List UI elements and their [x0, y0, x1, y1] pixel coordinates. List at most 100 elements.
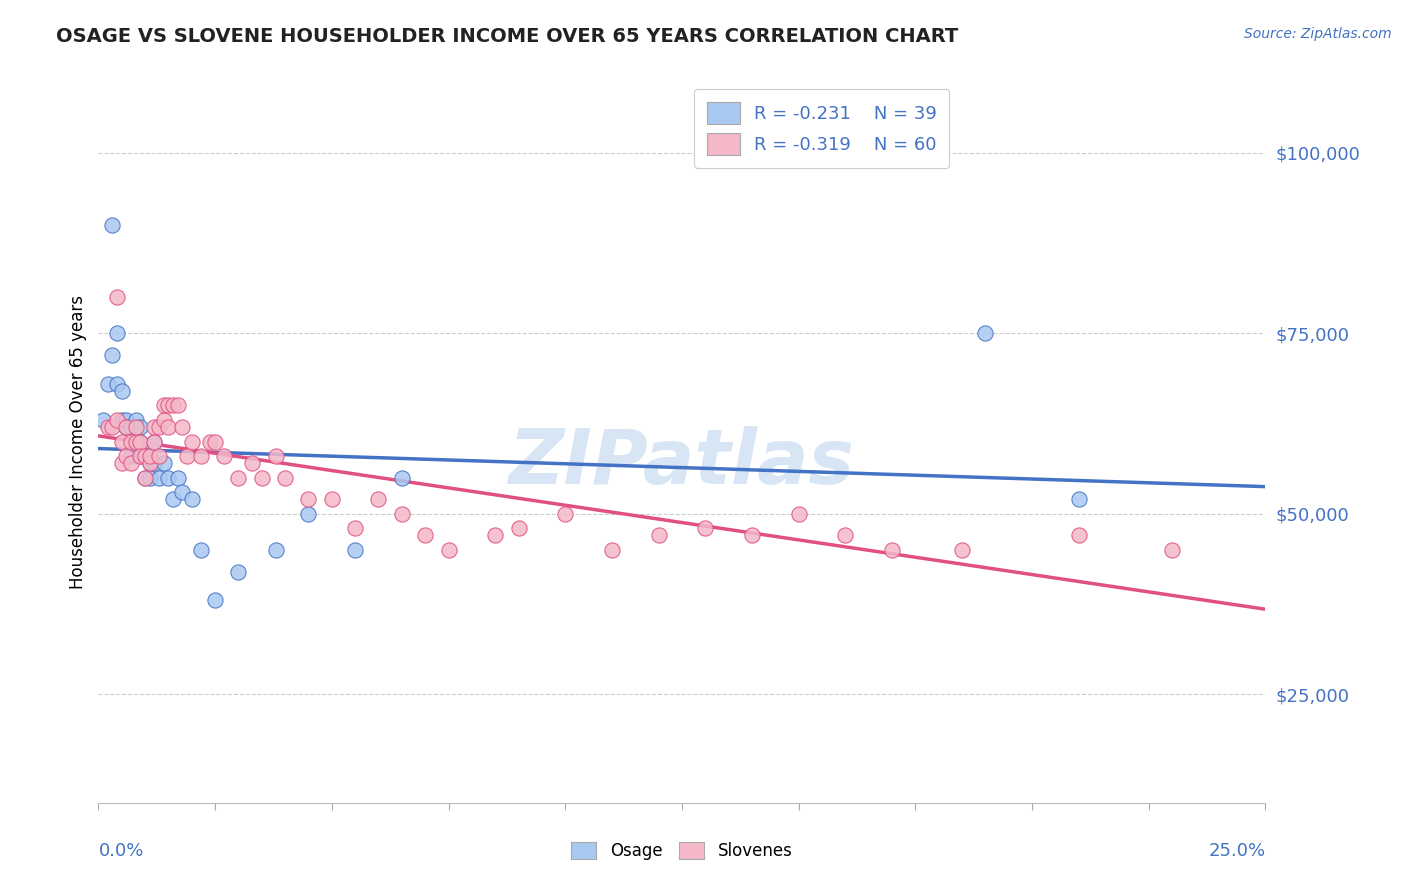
- Point: [190, 542, 212, 557]
- Point: [111, 456, 134, 470]
- Point: [97, 420, 120, 434]
- Point: [367, 492, 389, 507]
- Point: [166, 398, 188, 412]
- Point: [834, 528, 856, 542]
- Point: [129, 449, 152, 463]
- Point: [647, 528, 669, 542]
- Point: [204, 434, 226, 449]
- Point: [148, 470, 170, 484]
- Point: [125, 434, 148, 449]
- Point: [344, 542, 367, 557]
- Point: [180, 434, 202, 449]
- Point: [152, 398, 174, 412]
- Point: [974, 326, 997, 340]
- Point: [134, 470, 156, 484]
- Point: [787, 507, 810, 521]
- Point: [129, 434, 152, 449]
- Point: [101, 348, 124, 362]
- Point: [157, 398, 180, 412]
- Point: [111, 434, 134, 449]
- Point: [264, 542, 287, 557]
- Point: [695, 521, 717, 535]
- Point: [437, 542, 460, 557]
- Point: [152, 413, 174, 427]
- Legend: Osage, Slovenes: Osage, Slovenes: [565, 835, 799, 867]
- Point: [1161, 542, 1184, 557]
- Point: [139, 470, 162, 484]
- Point: [242, 456, 264, 470]
- Point: [1067, 492, 1090, 507]
- Point: [115, 420, 138, 434]
- Point: [148, 420, 170, 434]
- Point: [139, 449, 162, 463]
- Point: [214, 449, 236, 463]
- Point: [297, 492, 319, 507]
- Point: [274, 470, 297, 484]
- Point: [139, 456, 162, 470]
- Point: [157, 470, 180, 484]
- Point: [162, 398, 184, 412]
- Point: [413, 528, 436, 542]
- Point: [950, 542, 973, 557]
- Point: [120, 456, 142, 470]
- Point: [148, 449, 170, 463]
- Point: [105, 376, 128, 391]
- Point: [120, 434, 142, 449]
- Point: [105, 326, 128, 340]
- Point: [143, 434, 166, 449]
- Point: [250, 470, 273, 484]
- Text: 25.0%: 25.0%: [1208, 842, 1265, 860]
- Text: OSAGE VS SLOVENE HOUSEHOLDER INCOME OVER 65 YEARS CORRELATION CHART: OSAGE VS SLOVENE HOUSEHOLDER INCOME OVER…: [56, 27, 959, 45]
- Point: [166, 470, 188, 484]
- Point: [120, 449, 142, 463]
- Point: [228, 565, 250, 579]
- Point: [228, 470, 250, 484]
- Point: [139, 456, 162, 470]
- Point: [391, 507, 413, 521]
- Point: [143, 420, 166, 434]
- Y-axis label: Householder Income Over 65 years: Householder Income Over 65 years: [69, 294, 87, 589]
- Point: [134, 470, 156, 484]
- Point: [105, 290, 128, 304]
- Point: [297, 507, 319, 521]
- Point: [600, 542, 623, 557]
- Point: [115, 420, 138, 434]
- Point: [143, 456, 166, 470]
- Point: [129, 420, 152, 434]
- Point: [162, 492, 184, 507]
- Point: [125, 420, 148, 434]
- Point: [125, 413, 148, 427]
- Point: [880, 542, 903, 557]
- Text: Source: ZipAtlas.com: Source: ZipAtlas.com: [1244, 27, 1392, 41]
- Point: [120, 420, 142, 434]
- Point: [129, 434, 152, 449]
- Point: [484, 528, 506, 542]
- Point: [172, 485, 194, 500]
- Point: [554, 507, 576, 521]
- Point: [111, 384, 134, 398]
- Text: ZIPatlas: ZIPatlas: [509, 426, 855, 500]
- Point: [391, 470, 413, 484]
- Point: [1067, 528, 1090, 542]
- Point: [321, 492, 343, 507]
- Point: [101, 420, 124, 434]
- Point: [105, 413, 128, 427]
- Point: [508, 521, 530, 535]
- Point: [143, 434, 166, 449]
- Point: [115, 413, 138, 427]
- Point: [134, 449, 156, 463]
- Point: [180, 492, 202, 507]
- Point: [157, 420, 180, 434]
- Point: [129, 449, 152, 463]
- Point: [152, 456, 174, 470]
- Point: [172, 420, 194, 434]
- Point: [741, 528, 763, 542]
- Point: [115, 449, 138, 463]
- Text: 0.0%: 0.0%: [98, 842, 143, 860]
- Point: [101, 218, 124, 232]
- Point: [204, 593, 226, 607]
- Point: [176, 449, 198, 463]
- Point: [344, 521, 367, 535]
- Point: [97, 376, 120, 391]
- Point: [91, 413, 114, 427]
